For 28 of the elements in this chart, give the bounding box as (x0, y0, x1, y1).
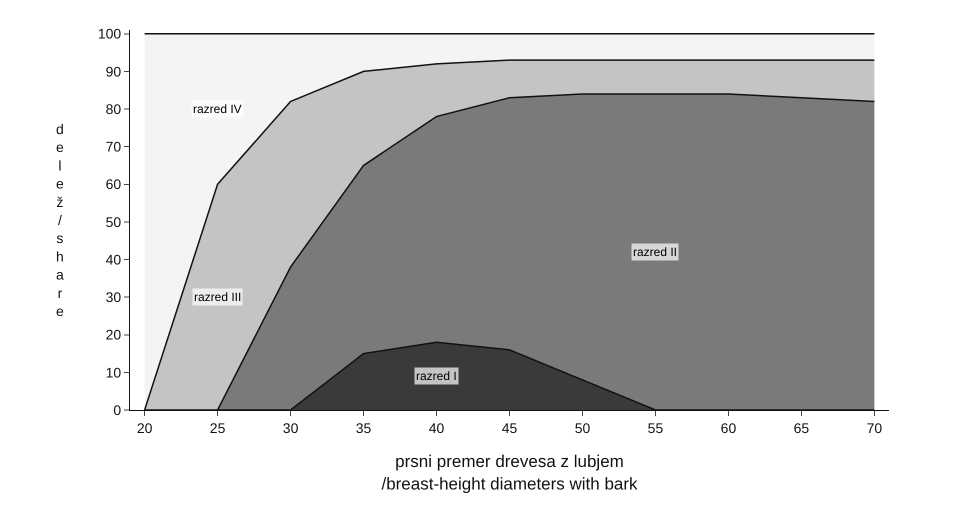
y-tick-label: 100 (98, 26, 122, 42)
y-tick-label: 10 (106, 364, 122, 380)
series-label: razred II (633, 245, 678, 259)
series-label: razred I (416, 369, 457, 383)
y-tick-label: 80 (106, 100, 122, 117)
text: delež / share (56, 121, 64, 319)
x-tick-label: 30 (282, 420, 299, 436)
y-tick-label: 40 (106, 251, 122, 268)
x-tick-label: 45 (502, 420, 518, 436)
x-tick-label: 60 (720, 420, 736, 436)
x-tick-label: 55 (648, 420, 664, 436)
y-tick-label: 90 (106, 63, 122, 80)
y-tick-label: 70 (106, 138, 122, 155)
y-tick-label: 20 (106, 326, 122, 343)
y-tick-label: 50 (106, 214, 122, 230)
y-tick-label: 60 (106, 176, 122, 192)
x-tick-label: 65 (794, 420, 810, 436)
y-tick-label: 0 (113, 402, 122, 418)
x-tick-label: 25 (210, 420, 226, 436)
x-tick-label: 20 (136, 420, 153, 436)
x-tick-label: 70 (866, 420, 882, 436)
x-tick-label: 40 (428, 420, 445, 436)
y-tick-label: 30 (106, 289, 122, 306)
series-label: razred IV (193, 102, 242, 116)
x-axis-title: prsni premer drevesa z lubjem /breast-height diameters with bark (381, 452, 638, 494)
x-tick-label: 50 (574, 420, 590, 436)
series-label: razred III (194, 290, 242, 304)
x-tick-label: 35 (356, 420, 372, 436)
